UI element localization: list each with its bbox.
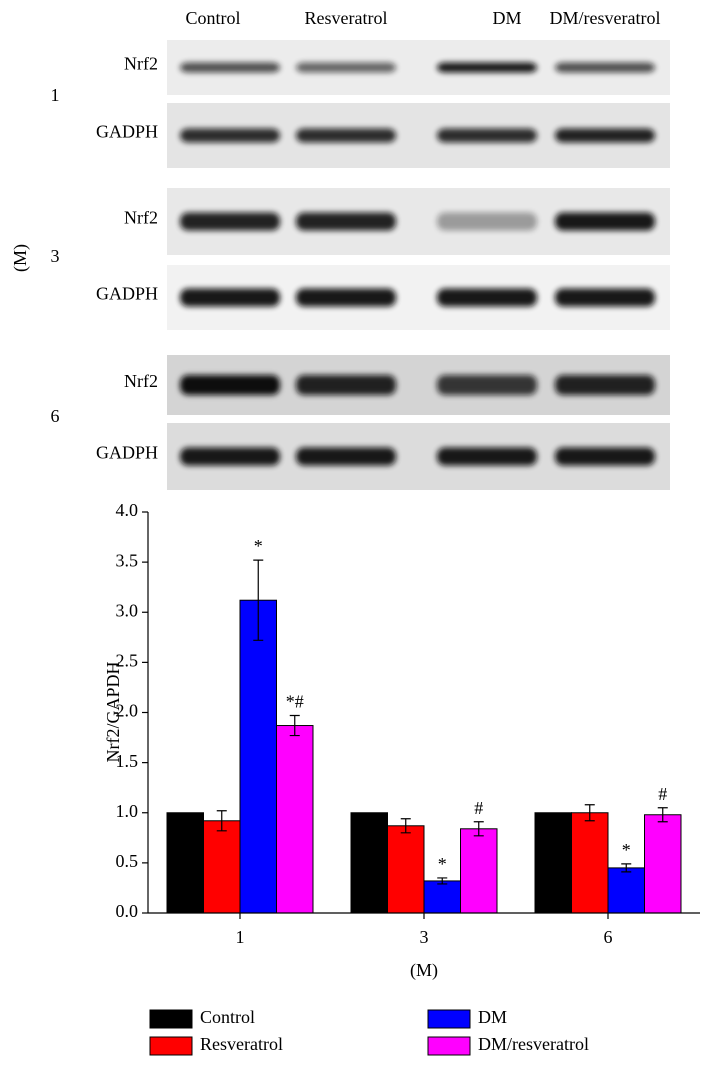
row-label: Nrf2	[124, 208, 158, 228]
bar	[387, 825, 425, 914]
bar	[166, 812, 204, 914]
error-bar	[400, 818, 411, 834]
bar	[350, 812, 388, 914]
bar-annotation: *	[622, 840, 631, 860]
blot-band	[555, 447, 655, 466]
x-tick-label: 3	[420, 927, 429, 947]
error-bar	[584, 804, 595, 822]
bar	[607, 867, 645, 914]
blot-band	[180, 128, 280, 143]
blot-band	[296, 128, 396, 143]
y-tick-label: 1.0	[116, 801, 139, 821]
bar	[423, 880, 461, 914]
blot-band	[296, 212, 396, 231]
error-bar	[289, 714, 300, 737]
blot-band	[180, 212, 280, 231]
y-tick-label: 0.5	[116, 851, 139, 871]
column-header: Control	[185, 8, 240, 28]
bar-annotation: #	[474, 798, 483, 818]
row-label: GADPH	[96, 443, 158, 463]
blot-band	[555, 128, 655, 143]
blot-band	[296, 288, 396, 307]
y-tick-label: 4.0	[116, 500, 139, 520]
x-axis-label: (M)	[410, 960, 438, 981]
blot-band	[555, 375, 655, 395]
blot-band	[437, 212, 537, 231]
blot-band	[437, 62, 537, 73]
blot-band	[296, 447, 396, 466]
y-tick-label: 2.0	[116, 701, 139, 721]
bar-annotation: *	[254, 536, 263, 556]
blot-band	[180, 375, 280, 395]
legend-label: Control	[200, 1007, 255, 1027]
y-tick-label: 3.0	[116, 600, 139, 620]
y-tick-label: 3.5	[116, 550, 139, 570]
legend-label: DM	[478, 1007, 507, 1027]
row-label: GADPH	[96, 122, 158, 142]
bar-annotation: #	[658, 784, 667, 804]
bar	[460, 828, 498, 914]
column-header: DM	[492, 8, 521, 28]
y-axis-label: Nrf2/GAPDH	[103, 662, 123, 763]
column-header: Resveratrol	[305, 8, 388, 28]
bar-annotation: *	[438, 854, 447, 874]
error-bar	[473, 821, 484, 837]
blot-band	[180, 288, 280, 307]
month-label: 3	[51, 246, 60, 266]
blot-band	[555, 212, 655, 231]
column-header: DM/resveratrol	[550, 8, 661, 28]
row-label: Nrf2	[124, 371, 158, 391]
blot-band	[437, 375, 537, 395]
blot-band	[437, 288, 537, 307]
legend-swatch	[149, 1036, 193, 1056]
month-label: 1	[51, 85, 60, 105]
error-bar	[253, 559, 264, 641]
y-tick-label: 1.5	[116, 751, 139, 771]
error-bar	[657, 807, 668, 823]
bar	[571, 812, 609, 914]
bar-annotation: *#	[286, 692, 304, 712]
blot-band	[180, 447, 280, 466]
blot-band	[180, 62, 280, 73]
x-tick-label: 1	[236, 927, 245, 947]
blot-axis-label: (M)	[10, 244, 31, 272]
bar	[534, 812, 572, 914]
row-label: GADPH	[96, 284, 158, 304]
row-label: Nrf2	[124, 54, 158, 74]
blot-band	[555, 62, 655, 73]
blot-band	[555, 288, 655, 307]
blot-band	[437, 128, 537, 143]
legend-swatch	[149, 1009, 193, 1029]
error-bar	[621, 863, 632, 873]
month-label: 6	[51, 406, 60, 426]
blot-band	[296, 62, 396, 73]
legend-label: Resveratrol	[200, 1034, 283, 1054]
bar	[239, 599, 277, 914]
legend-swatch	[427, 1009, 471, 1029]
bar	[276, 725, 314, 914]
blot-band	[437, 447, 537, 466]
x-tick-label: 6	[604, 927, 613, 947]
legend-swatch	[427, 1036, 471, 1056]
legend-label: DM/resveratrol	[478, 1034, 589, 1054]
error-bar	[216, 810, 227, 832]
bar	[203, 820, 241, 914]
error-bar	[437, 877, 448, 885]
bar	[644, 814, 682, 914]
y-tick-label: 0.0	[116, 901, 139, 921]
y-tick-label: 2.5	[116, 651, 139, 671]
blot-band	[296, 375, 396, 395]
